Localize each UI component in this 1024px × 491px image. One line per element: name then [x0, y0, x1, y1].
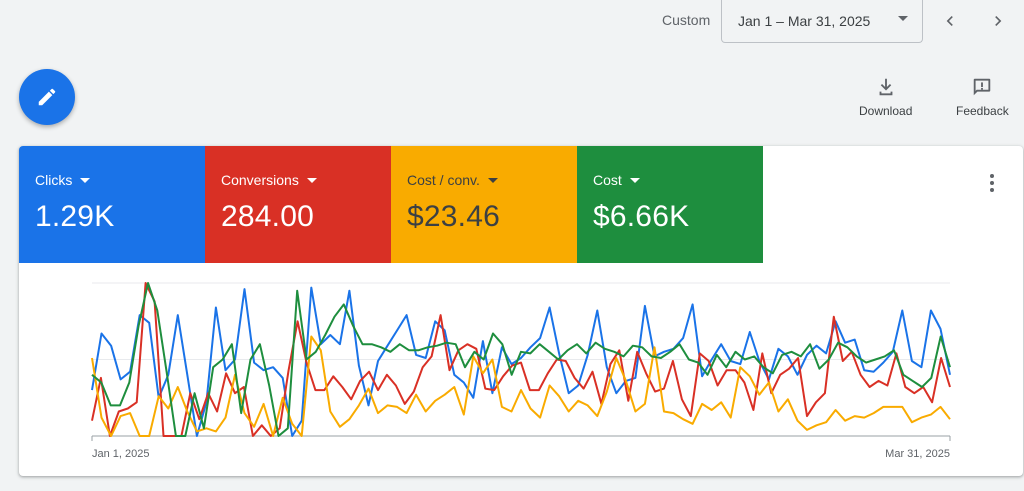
x-tick-end: Mar 31, 2025 — [885, 448, 950, 460]
next-period-button[interactable] — [985, 8, 1011, 34]
metric-label-row: Conversions — [221, 172, 391, 188]
x-tick-start: Jan 1, 2025 — [92, 448, 150, 460]
date-range-select[interactable]: Jan 1 – Mar 31, 2025 — [721, 0, 923, 43]
metric-tile-cost[interactable]: Cost $6.66K — [577, 146, 763, 263]
feedback-label: Feedback — [956, 104, 1009, 118]
chevron-down-icon — [898, 16, 908, 21]
caret-down-icon[interactable] — [80, 177, 91, 183]
metric-label: Clicks — [35, 172, 73, 188]
more-options-icon[interactable] — [989, 174, 995, 192]
series-line-2 — [91, 335, 951, 437]
metric-tile-clicks[interactable]: Clicks 1.29K — [19, 146, 205, 263]
download-label: Download — [859, 104, 913, 118]
previous-period-button[interactable] — [937, 8, 963, 34]
download-icon — [879, 78, 893, 96]
metric-value: $6.66K — [593, 200, 690, 233]
metric-label: Cost — [593, 172, 622, 188]
metric-label: Cost / conv. — [407, 172, 480, 188]
pencil-icon — [38, 88, 56, 106]
metric-value: $23.46 — [407, 200, 500, 233]
series-line-0 — [91, 286, 951, 437]
chart-lines — [91, 282, 951, 437]
caret-down-icon[interactable] — [629, 177, 640, 183]
feedback-icon — [974, 78, 991, 96]
caret-down-icon[interactable] — [487, 177, 498, 183]
series-line-1 — [91, 282, 951, 437]
chevron-left-icon — [946, 16, 953, 26]
metric-label-row: Cost — [593, 172, 763, 188]
metric-value: 1.29K — [35, 200, 115, 233]
metric-tile-cost-per-conv[interactable]: Cost / conv. $23.46 — [391, 146, 577, 263]
performance-chart: Jan 1, 2025 Mar 31, 2025 — [91, 282, 951, 460]
metric-label-row: Clicks — [35, 172, 205, 188]
metric-tile-conversions[interactable]: Conversions 284.00 — [205, 146, 391, 263]
metric-label-row: Cost / conv. — [407, 172, 577, 188]
date-range-value: Jan 1 – Mar 31, 2025 — [738, 13, 871, 29]
feedback-button[interactable]: Feedback — [956, 76, 1009, 118]
range-type-label: Custom — [662, 12, 711, 28]
download-button[interactable]: Download — [859, 76, 912, 118]
metric-label: Conversions — [221, 172, 299, 188]
caret-down-icon[interactable] — [306, 177, 317, 183]
metric-value: 284.00 — [221, 200, 314, 233]
edit-button[interactable] — [19, 69, 75, 125]
series-line-3 — [91, 282, 951, 437]
performance-card: Clicks 1.29K Conversions 284.00 Cost / c… — [19, 146, 1023, 476]
chevron-right-icon — [995, 16, 1002, 26]
